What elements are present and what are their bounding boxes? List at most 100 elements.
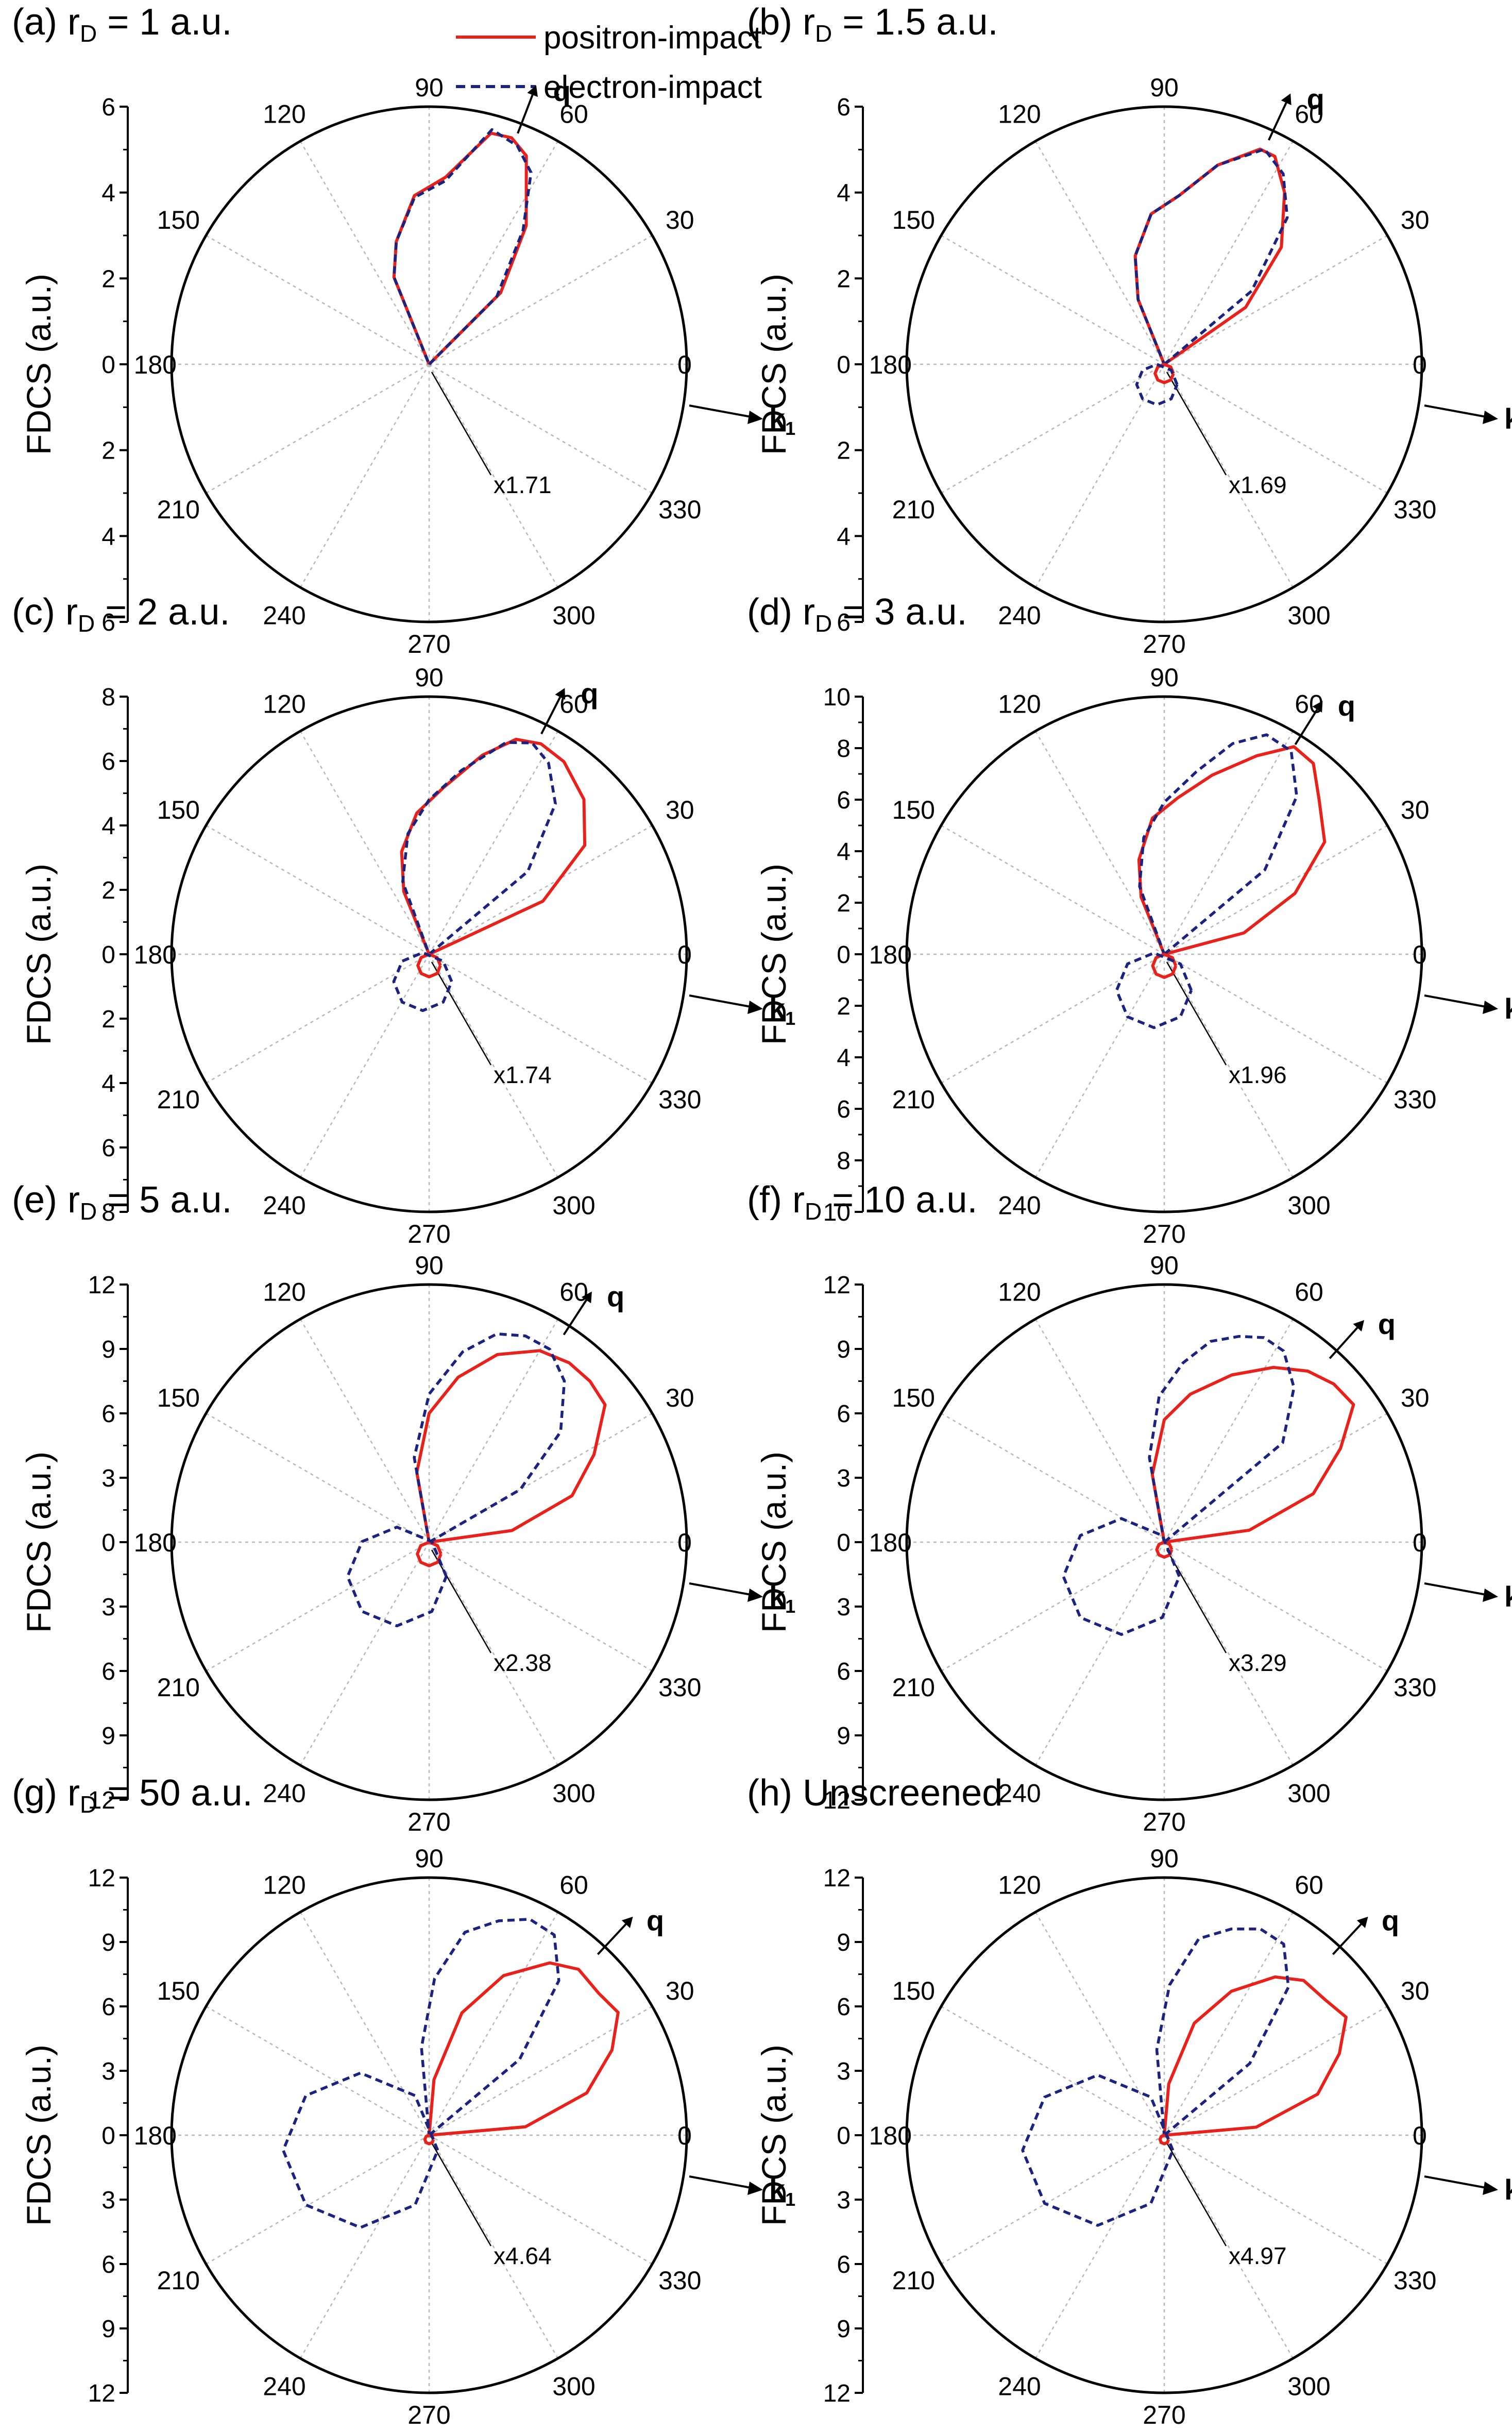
angle-label-0: 0 [677,350,692,379]
gridline-330 [429,953,653,1084]
k1-arrow: k1 [1424,2173,1512,2206]
angle-label-330: 330 [1394,495,1436,524]
gridline-30 [429,824,653,955]
gridline-300 [1163,364,1294,588]
q-label: q [1338,689,1355,722]
angle-label-180: 180 [134,940,177,969]
series-positron-impact-small-lobe [416,953,442,978]
q-arrow: q [1268,82,1324,141]
angle-label-150: 150 [157,1977,200,2005]
polar-frame [905,1283,1423,1801]
k1-arrow-head [747,2182,763,2195]
k1-label: k1 [1504,402,1512,439]
gridline-210 [206,1541,430,1672]
angle-label-180: 180 [134,350,177,379]
angle-label-240: 240 [263,2372,305,2401]
angle-label-330: 330 [1394,1673,1436,1702]
panel-a: (a) rD = 1 a.u.0306090120150180210240270… [12,2,795,658]
fdcs-tick-label: 9 [101,1722,115,1750]
fdcs-tick-label: 6 [101,1135,115,1162]
angle-label-30: 30 [666,796,694,824]
angle-label-180: 180 [869,1528,912,1557]
fdcs-axis-label: FDCS (a.u.) [20,864,58,1045]
gridline-120 [1034,731,1165,955]
multiplier-label: x1.69 [1229,471,1287,498]
angle-label-30: 30 [1401,1977,1430,2005]
k1-label: k1 [769,1580,795,1617]
q-label: q [1382,1904,1399,1936]
q-label: q [581,677,598,710]
fdcs-tick-label: 4 [837,523,851,550]
panel-title: (c) rD = 2 a.u. [12,592,230,637]
angle-label-60: 60 [559,99,588,128]
angle-label-270: 270 [1143,630,1185,658]
angle-label-300: 300 [552,1191,595,1220]
multiplier-label: x1.74 [494,1061,552,1088]
gridline-300 [1163,954,1294,1178]
angle-label-90: 90 [1150,663,1179,692]
fdcs-tick-label: 12 [823,1272,851,1299]
gridline-150 [206,234,430,365]
q-arrow-line [563,1299,587,1336]
fdcs-tick-label: 12 [823,1865,851,1892]
gridline-330 [1164,1541,1388,1672]
fdcs-tick-label: 8 [101,684,115,711]
fdcs-tick-label: 6 [101,1994,115,2021]
gridline-60 [428,731,559,955]
q-arrow: q [1332,1904,1399,1955]
multiplier-label: x4.64 [494,2242,552,2269]
fdcs-tick-label: 6 [837,94,851,121]
fdcs-tick-label: 4 [101,180,115,207]
gridline-300 [1163,1542,1294,1766]
gridline-120 [299,1912,430,2136]
multiplier-pointer [431,371,492,476]
series-positron-impact [400,737,587,956]
multiplier-pointer [1166,2142,1227,2247]
k1-label: k1 [1504,1580,1512,1617]
q-arrow-line [517,94,534,134]
k1-arrow-head [747,1589,763,1602]
gridline-150 [206,1412,430,1543]
angle-label-330: 330 [1394,2266,1436,2295]
q-label: q [553,75,571,107]
angle-label-300: 300 [1287,1779,1330,1808]
gridline-240 [299,954,430,1178]
k1-arrow-line [689,404,754,418]
panel-c: (c) rD = 2 a.u.0306090120150180210240270… [12,592,795,1248]
series-positron-impact [1163,1975,1348,2137]
polar-frame [170,1876,688,2394]
angle-label-60: 60 [1295,1277,1323,1306]
q-arrow-head [555,688,566,700]
angle-label-60: 60 [1295,99,1323,128]
angle-label-90: 90 [1150,73,1179,102]
fdcs-tick-label: 6 [837,1096,851,1123]
fdcs-tick-label: 2 [101,265,115,293]
angle-label-90: 90 [415,663,444,692]
fdcs-tick-label: 6 [101,1400,115,1428]
angle-label-300: 300 [552,601,595,630]
fdcs-axis-label: FDCS (a.u.) [755,1451,793,1633]
gridline-210 [206,953,430,1084]
fdcs-tick-label: 8 [101,1199,115,1226]
angle-label-210: 210 [157,1673,200,1702]
fdcs-tick-label: 3 [101,1465,115,1492]
angle-label-330: 330 [658,495,701,524]
k1-arrow: k1 [1424,992,1512,1025]
k1-arrow-head [747,1001,763,1014]
gridline-300 [428,364,559,588]
fdcs-tick-label: 9 [101,1336,115,1363]
fdcs-tick-label: 10 [823,684,851,711]
q-arrow-head [621,1916,633,1928]
gridline-60 [1163,731,1294,955]
fdcs-axis-label: FDCS (a.u.) [20,2045,58,2226]
angle-label-120: 120 [263,689,305,718]
fdcs-axis-label: FDCS (a.u.) [20,1451,58,1633]
q-arrow-line [597,1923,627,1955]
series-electron-impact [1155,1927,1290,2137]
q-arrow-line [540,697,562,735]
angle-label-300: 300 [1287,1191,1330,1220]
multiplier-label: x4.97 [1229,2242,1287,2269]
angle-label-120: 120 [998,1870,1041,1899]
angle-label-180: 180 [869,2121,912,2150]
q-arrow: q [563,1280,624,1336]
